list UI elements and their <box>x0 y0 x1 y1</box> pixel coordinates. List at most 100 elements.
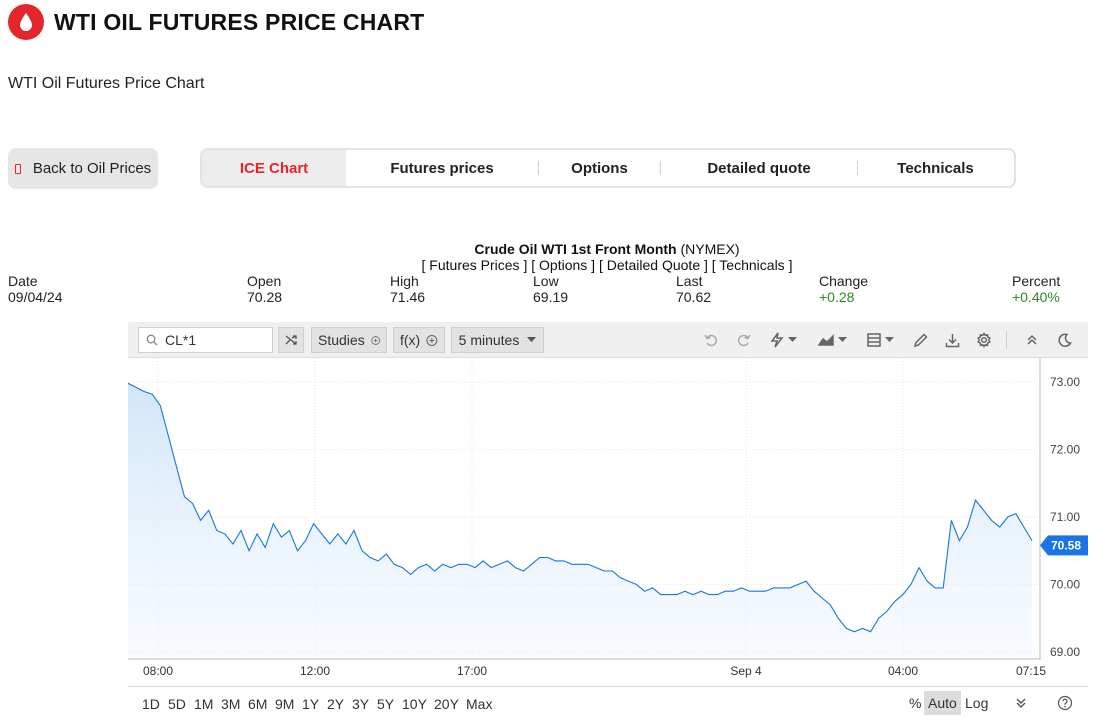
range-20y[interactable]: 20Y <box>434 696 459 712</box>
stat-high: High 71.46 <box>390 273 425 305</box>
undo-icon <box>704 334 718 347</box>
range-1d[interactable]: 1D <box>142 696 160 712</box>
compare-icon <box>285 335 297 345</box>
range-1y[interactable]: 1Y <box>302 696 320 712</box>
range-5y[interactable]: 5Y <box>377 696 395 712</box>
range-max[interactable]: Max <box>466 696 493 712</box>
link-futures-prices[interactable]: [ Futures Prices ] <box>421 257 528 273</box>
expand-button[interactable] <box>1011 691 1031 715</box>
symbol-value: CL*1 <box>165 332 197 348</box>
area-chart-icon <box>817 334 834 346</box>
tab-technicals[interactable]: Technicals <box>897 159 974 177</box>
link-options[interactable]: [ Options ] <box>531 257 596 273</box>
plus-circle-icon <box>426 334 438 346</box>
stat-label: Date <box>8 273 38 289</box>
stat-label: Open <box>247 273 282 289</box>
tab-options[interactable]: Options <box>571 159 628 177</box>
price-line <box>128 382 1033 633</box>
range-5d[interactable]: 5D <box>168 696 186 712</box>
tab-bar: ICE Chart Futures prices Options Detaile… <box>200 148 1016 188</box>
last-price-tag: 70.58 <box>1040 535 1088 556</box>
settings-button[interactable] <box>973 330 995 350</box>
range-3m[interactable]: 3M <box>221 696 241 712</box>
chart-type-dropdown[interactable] <box>814 330 850 350</box>
download-icon <box>945 333 959 347</box>
back-to-oil-prices-button[interactable]: Back to Oil Prices <box>8 148 158 189</box>
redo-button[interactable] <box>733 330 755 350</box>
tab-ice-chart[interactable]: ICE Chart <box>202 150 346 186</box>
y-tick-label: 69.00 <box>1050 645 1080 659</box>
help-button[interactable] <box>1053 691 1077 715</box>
stat-value: +0.40% <box>1012 289 1060 305</box>
scale-auto[interactable]: Auto <box>924 691 961 715</box>
stat-date: Date 09/04/24 <box>8 273 63 305</box>
link-detailed-quote[interactable]: [ Detailed Quote ] <box>598 257 708 273</box>
stat-value: 70.28 <box>247 289 283 305</box>
fx-button[interactable]: f(x) <box>393 327 445 353</box>
y-tick-label: 71.00 <box>1050 510 1080 524</box>
quote-instrument-name: Crude Oil WTI 1st Front Month <box>474 241 677 257</box>
interval-label: 5 minutes <box>458 332 520 348</box>
symbol-search-input[interactable]: CL*1 <box>138 327 273 353</box>
layout-dropdown[interactable] <box>862 330 898 350</box>
x-tick-label: 04:00 <box>887 664 919 678</box>
stat-value: +0.28 <box>819 289 855 305</box>
quote-exchange: (NYMEX) <box>680 241 740 257</box>
page-subtitle: WTI Oil Futures Price Chart <box>8 75 205 92</box>
chevron-down-icon <box>837 337 847 342</box>
studies-button[interactable]: Studies <box>311 327 387 353</box>
x-tick-label: 07:15 <box>1015 664 1047 678</box>
chevron-down-icon <box>527 337 537 342</box>
moon-icon <box>1057 332 1072 347</box>
redo-icon <box>737 334 751 347</box>
fx-label: f(x) <box>400 332 421 348</box>
range-10y[interactable]: 10Y <box>402 696 427 712</box>
stat-label: High <box>390 273 419 289</box>
events-dropdown[interactable] <box>765 330 801 350</box>
plus-circle-icon <box>371 335 380 345</box>
stat-label: Change <box>819 273 869 289</box>
range-1m[interactable]: 1M <box>194 696 214 712</box>
draw-button[interactable] <box>909 330 931 350</box>
interval-dropdown[interactable]: 5 minutes <box>451 327 544 353</box>
tab-futures-prices[interactable]: Futures prices <box>390 159 494 177</box>
range-6m[interactable]: 6M <box>248 696 268 712</box>
range-9m[interactable]: 9M <box>275 696 295 712</box>
back-icon <box>14 163 21 174</box>
chevron-down-icon <box>884 337 894 342</box>
back-button-label: Back to Oil Prices <box>32 160 152 177</box>
stat-value: 69.19 <box>533 289 569 305</box>
scale-log[interactable]: Log <box>965 695 989 711</box>
stat-open: Open 70.28 <box>247 273 282 305</box>
compare-button[interactable] <box>278 327 304 353</box>
stat-label: Last <box>676 273 703 289</box>
range-3y[interactable]: 3Y <box>352 696 370 712</box>
stat-percent: Percent +0.40% <box>1012 273 1060 305</box>
collapse-button[interactable] <box>1021 330 1043 350</box>
stat-label: Low <box>533 273 559 289</box>
chart-widget: CL*1 Studies f(x) 5 minutes <box>128 322 1088 718</box>
double-chevron-down-icon <box>1016 698 1026 708</box>
studies-label: Studies <box>318 332 365 348</box>
quote-title: Crude Oil WTI 1st Front Month (NYMEX) <box>0 241 1096 257</box>
quote-links: [ Futures Prices ] [ Options ] [ Detaile… <box>0 257 1096 273</box>
tab-detailed-quote[interactable]: Detailed quote <box>707 159 811 177</box>
tab-separator <box>857 161 858 175</box>
collapse-up-icon <box>1027 334 1037 345</box>
y-tick-label: 70.00 <box>1050 578 1080 592</box>
range-2y[interactable]: 2Y <box>327 696 345 712</box>
y-tick-label: 72.00 <box>1050 443 1080 457</box>
x-tick-label: 08:00 <box>142 664 174 678</box>
page-title: WTI OIL FUTURES PRICE CHART <box>54 8 425 35</box>
price-chart[interactable]: 73.00 72.00 71.00 70.00 69.00 70.58 <box>128 358 1088 660</box>
link-technicals[interactable]: [ Technicals ] <box>711 257 793 273</box>
scale-percent[interactable]: % <box>909 695 922 711</box>
x-tick-label: Sep 4 <box>730 664 762 678</box>
download-button[interactable] <box>941 330 963 350</box>
undo-button[interactable] <box>700 330 722 350</box>
tab-separator <box>538 161 539 175</box>
tab-separator <box>660 161 661 175</box>
help-icon <box>1057 695 1073 711</box>
theme-toggle[interactable] <box>1053 330 1075 350</box>
lightning-icon <box>770 332 784 348</box>
